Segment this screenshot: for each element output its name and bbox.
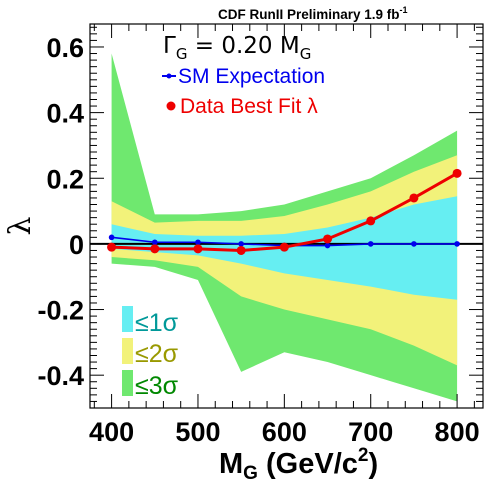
width-annotation: ΓG = 0.20 MG [163,33,311,63]
sm-expectation-point [238,241,244,247]
sm-expectation-point [324,242,331,249]
x-tick-label: 400 [89,417,134,447]
legend-sm-label: SM Expectation [178,65,325,88]
data-fit-point [323,234,333,244]
width-annotation-sub1: G [176,45,188,63]
sm-expectation-point [367,241,374,247]
axis-ticks [90,24,483,409]
x-axis-title-units: (GeV/c [258,448,358,480]
data-fit-point [150,244,160,254]
data-fit-point [279,242,289,252]
series-layer [107,168,462,255]
sm-expectation-point [151,239,158,246]
width-annotation-sub2: G [300,45,312,63]
y-tick-label: -0.2 [37,296,84,326]
x-tick-label: 800 [435,417,480,447]
legend-data-marker [166,101,176,111]
y-tick-label: -0.4 [37,361,84,391]
data-fit-point [236,245,246,255]
chart-title-text: CDF RunII Preliminary 1.9 fb [218,7,400,22]
data-fit-point [193,244,203,254]
chart-title: CDF RunII Preliminary 1.9 fb-1 [218,5,408,22]
x-tick-label: 600 [262,417,307,447]
tick-labels: 400 500 600 700 800 -0.4 -0.2 0 0.2 0.4 0.6 [37,33,479,447]
y-tick-label: 0.6 [46,33,84,63]
band-key-3sigma-swatch [122,370,133,396]
x-tick-label: 700 [348,417,393,447]
sm-expectation-point [108,234,115,241]
x-tick-label: 500 [175,417,220,447]
sm-expectation-point [454,241,460,247]
chart-title-superscript: -1 [400,5,408,15]
legend-sm-marker [166,73,172,79]
x-axis-title-main: M [219,448,243,480]
band-key-1sigma-label: ≤1σ [135,309,179,337]
sm-expectation-point [195,239,201,246]
data-fit-point [409,193,419,203]
x-axis-title-units-end: ) [368,448,378,480]
width-annotation-gamma: Γ [163,33,176,59]
band-key-2sigma-label: ≤2σ [135,340,179,368]
data-fit-point [366,216,376,226]
legend: SM Expectation Data Best Fit λ [162,65,325,118]
legend-data-label: Data Best Fit λ [180,95,318,118]
data-fit-point [452,168,462,178]
band-key-1sigma-swatch [122,306,133,332]
plot-frame [89,23,484,409]
data-fit-point [107,242,117,252]
x-axis-title: MG (GeV/c2) [219,445,378,483]
x-axis-title-sub: G [243,463,258,483]
y-axis-title: λ [3,216,38,235]
sm-expectation-point [411,241,417,247]
band-key: ≤1σ ≤2σ ≤3σ [122,306,179,400]
x-axis-title-units-sup: 2 [358,445,369,466]
y-tick-label: 0.4 [46,99,84,129]
band-key-2sigma-swatch [122,338,133,364]
width-annotation-mid: = 0.20 M [187,33,299,59]
y-tick-label: 0.2 [46,164,84,194]
y-tick-label: 0 [69,230,84,260]
band-key-3sigma-label: ≤3σ [135,372,179,400]
